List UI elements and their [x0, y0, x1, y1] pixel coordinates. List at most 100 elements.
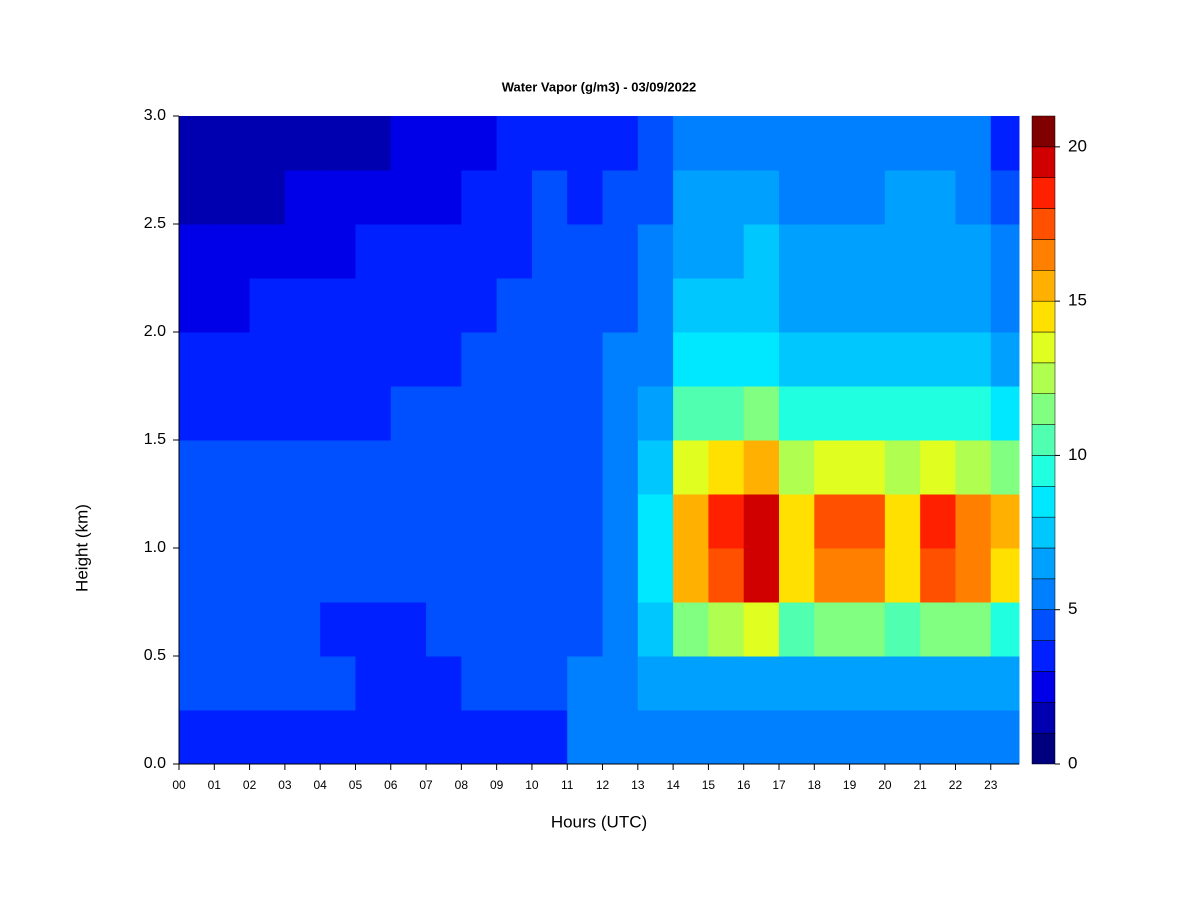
heatmap-cell	[920, 116, 956, 171]
colorbar-level	[1031, 732, 1056, 765]
heatmap-cell	[990, 278, 1020, 333]
heatmap-cell	[708, 116, 745, 171]
heatmap-cell	[531, 710, 568, 765]
heatmap-cell	[567, 602, 604, 657]
heatmap-cell	[743, 332, 780, 387]
heatmap-cell	[284, 440, 321, 495]
heatmap-cell	[284, 386, 321, 441]
heatmap-cell	[284, 116, 321, 171]
heatmap-cell	[637, 386, 674, 441]
colorbar-level	[1031, 239, 1056, 271]
heatmap-cell	[179, 116, 215, 171]
heatmap-cell	[814, 494, 851, 549]
heatmap-cell	[249, 656, 286, 711]
heatmap-cell	[390, 602, 427, 657]
heatmap-cell	[461, 278, 498, 333]
heatmap-cell	[214, 710, 251, 765]
heatmap-cell	[567, 332, 604, 387]
heatmap-cell	[884, 710, 921, 765]
heatmap-cell	[355, 440, 392, 495]
heatmap-cell	[567, 278, 604, 333]
heatmap-cell	[708, 602, 745, 657]
heatmap-cell	[884, 170, 921, 225]
heatmap-cell	[426, 656, 462, 711]
heatmap-cell	[214, 548, 251, 603]
heatmap-cell	[179, 548, 215, 603]
x-tick-label: 23	[984, 778, 998, 792]
heatmap-cell	[249, 440, 286, 495]
heatmap-cell	[673, 224, 709, 279]
heatmap-cell	[602, 548, 639, 603]
heatmap-cell	[708, 332, 745, 387]
heatmap-cell	[567, 170, 604, 225]
heatmap-cell	[637, 278, 674, 333]
heatmap-cell	[179, 278, 215, 333]
heatmap-cell	[179, 710, 215, 765]
colorbar-level	[1031, 486, 1056, 518]
x-tick-label: 09	[490, 778, 504, 792]
heatmap-cell	[461, 656, 498, 711]
heatmap-cell	[214, 278, 251, 333]
heatmap-cell	[355, 656, 392, 711]
heatmap-cell	[637, 170, 674, 225]
heatmap-cell	[849, 710, 886, 765]
heatmap-cell	[461, 332, 498, 387]
heatmap-cell	[461, 710, 498, 765]
heatmap-cell	[284, 548, 321, 603]
x-tick-label: 11	[561, 778, 574, 792]
heatmap-cell	[884, 656, 921, 711]
colorbar-level	[1031, 516, 1056, 549]
heatmap-cell	[849, 494, 886, 549]
heatmap-cell	[461, 494, 498, 549]
heatmap-cell	[955, 278, 992, 333]
heatmap-cell	[320, 116, 356, 171]
heatmap-cell	[602, 116, 639, 171]
heatmap-cell	[531, 440, 568, 495]
heatmap-cell	[814, 656, 851, 711]
heatmap-cell	[673, 386, 709, 441]
heatmap-cell	[955, 710, 992, 765]
heatmap-cell	[708, 494, 745, 549]
heatmap-cell	[461, 602, 498, 657]
heatmap-cell	[426, 170, 462, 225]
heatmap-cell	[814, 224, 851, 279]
heatmap-cell	[849, 386, 886, 441]
heatmap-cell	[814, 332, 851, 387]
heatmap-cell	[779, 656, 815, 711]
heatmap-cell	[249, 116, 286, 171]
heatmap-cell	[179, 170, 215, 225]
heatmap-cell	[426, 278, 462, 333]
colorbar-level	[1031, 177, 1056, 209]
colorbar-tick-label: 5	[1068, 599, 1077, 618]
heatmap-cell	[602, 332, 639, 387]
heatmap-cell	[814, 386, 851, 441]
heatmap-cell	[884, 278, 921, 333]
colorbar-level	[1031, 300, 1056, 333]
x-tick-label: 06	[384, 778, 398, 792]
heatmap-cell	[849, 440, 886, 495]
heatmap-cell	[320, 440, 356, 495]
heatmap-cell	[602, 494, 639, 549]
heatmap-cell	[884, 116, 921, 171]
y-tick-label: 3.0	[144, 107, 166, 124]
heatmap-cell	[249, 170, 286, 225]
heatmap-cell	[567, 494, 604, 549]
heatmap-cell	[708, 656, 745, 711]
heatmap-cell	[743, 116, 780, 171]
heatmap-cell	[920, 494, 956, 549]
heatmap-cell	[602, 224, 639, 279]
heatmap-cell	[637, 656, 674, 711]
heatmap-cell	[637, 710, 674, 765]
heatmap-cell	[355, 332, 392, 387]
colorbar-level	[1031, 115, 1056, 148]
heatmap-cell	[214, 440, 251, 495]
colorbar-level	[1031, 362, 1056, 394]
heatmap-cell	[214, 656, 251, 711]
heatmap-cell	[708, 548, 745, 603]
heatmap-cell	[779, 386, 815, 441]
heatmap-cell	[779, 332, 815, 387]
heatmap-cell	[602, 602, 639, 657]
colorbar-level	[1031, 455, 1056, 487]
heatmap-cell	[920, 278, 956, 333]
